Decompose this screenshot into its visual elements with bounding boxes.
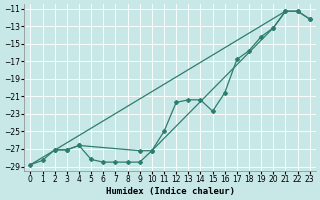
- X-axis label: Humidex (Indice chaleur): Humidex (Indice chaleur): [106, 187, 235, 196]
